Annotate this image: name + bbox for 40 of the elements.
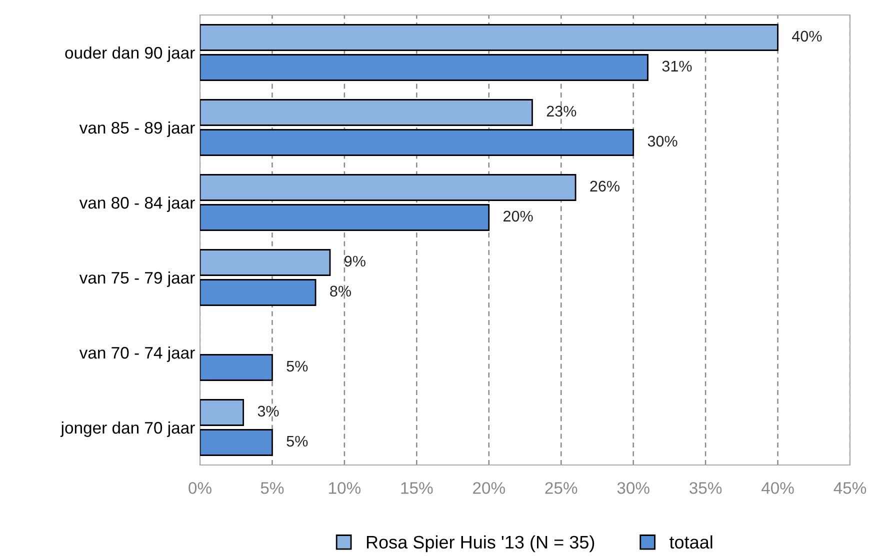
data-label: 9% (344, 256, 366, 267)
bar (200, 99, 533, 126)
y-tick-label: ouder dan 90 jaar (65, 46, 195, 62)
y-tick-label: van 75 - 79 jaar (79, 271, 195, 287)
bar (200, 129, 634, 156)
x-tick-label: 45% (834, 482, 866, 494)
y-tick-label: van 80 - 84 jaar (79, 196, 195, 212)
data-label: 30% (648, 136, 678, 147)
bar (200, 54, 648, 81)
data-label: 26% (590, 180, 620, 192)
x-tick-label: 40% (761, 482, 794, 494)
y-tick-label: jonger dan 70 jaar (60, 421, 195, 437)
data-label: 8% (330, 286, 351, 297)
x-tick-label: 15% (401, 482, 433, 494)
x-tick-label: 5% (260, 482, 284, 494)
data-label: 5% (286, 360, 308, 372)
data-label: 23% (546, 106, 576, 117)
bar (200, 249, 331, 276)
data-label: 5% (286, 436, 308, 447)
x-tick-label: 25% (545, 482, 578, 494)
data-label: 3% (258, 406, 279, 417)
bar (200, 354, 273, 381)
bar (200, 399, 244, 426)
y-tick-label: van 85 - 89 jaar (79, 121, 195, 137)
x-tick-label: 0% (188, 482, 212, 494)
x-tick-label: 30% (617, 482, 650, 494)
x-tick-label: 20% (473, 482, 505, 494)
data-label: 20% (504, 210, 533, 222)
bar (200, 429, 273, 456)
data-label: 40% (792, 30, 822, 42)
bar (200, 279, 316, 306)
legend-label: Rosa Spier Huis '13 (N = 35) (366, 535, 594, 552)
x-tick-label: 35% (690, 482, 722, 494)
bar (200, 24, 778, 51)
data-label: 31% (662, 60, 692, 72)
bar (200, 204, 490, 231)
x-tick-label: 10% (329, 482, 361, 494)
legend-label: totaal (670, 535, 712, 549)
y-tick-label: van 70 - 74 jaar (79, 346, 195, 362)
bar (200, 174, 576, 201)
